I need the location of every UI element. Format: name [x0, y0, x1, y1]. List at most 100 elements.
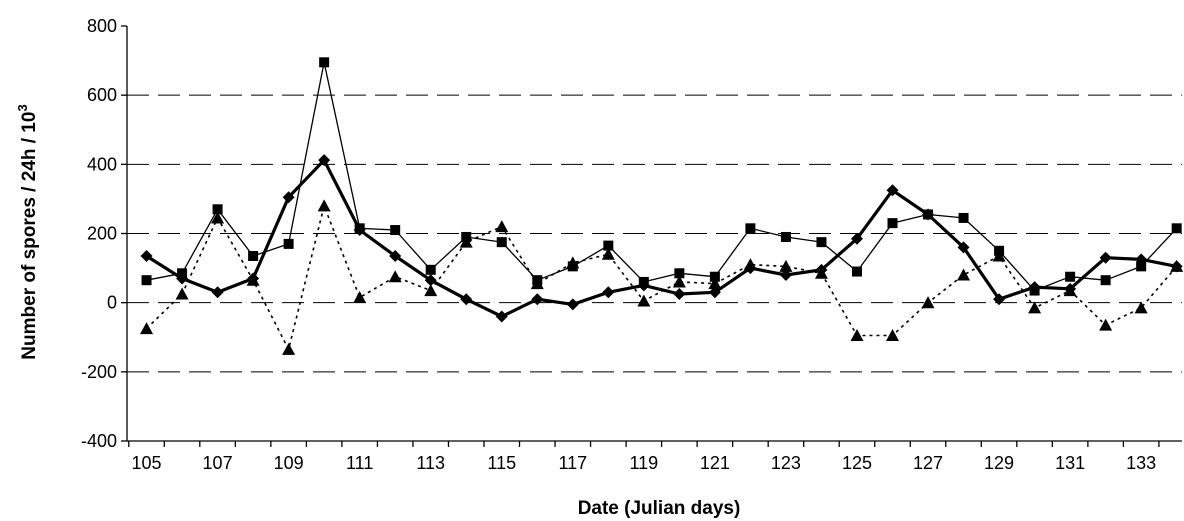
data-point-diamond: [993, 293, 1006, 306]
data-point-square: [1065, 271, 1076, 282]
y-axis-title-main: Number of spores / 24h / 10: [19, 112, 40, 360]
data-point-diamond: [673, 288, 686, 301]
data-point-diamond: [1064, 282, 1077, 295]
data-point-triangle: [282, 342, 296, 355]
data-point-square: [887, 218, 898, 229]
data-point-triangle: [424, 284, 438, 297]
data-point-triangle: [601, 247, 615, 260]
data-point-triangle: [1028, 301, 1042, 314]
data-point-diamond: [886, 184, 899, 197]
y-tick-label: 400: [87, 154, 117, 174]
x-tick-label: 121: [700, 453, 730, 473]
data-point-diamond: [353, 224, 366, 237]
data-point-diamond: [779, 269, 792, 281]
data-point-diamond: [1099, 251, 1112, 264]
axes: [121, 25, 1182, 447]
data-point-square: [283, 238, 294, 249]
data-point-square: [816, 237, 827, 248]
y-axis-title-superscript: 3: [15, 104, 30, 111]
data-point-diamond: [531, 293, 544, 306]
x-tick-label: 127: [913, 453, 943, 473]
x-tick-label: 131: [1055, 453, 1085, 473]
y-tick-label: 800: [87, 16, 117, 36]
data-point-diamond: [602, 286, 615, 299]
data-point-diamond: [708, 286, 721, 299]
data-point-square: [390, 225, 401, 236]
data-point-square: [994, 245, 1005, 256]
x-tick-label: 105: [132, 453, 162, 473]
data-point-diamond: [566, 298, 579, 311]
y-axis-title: Number of spores / 24h / 103: [15, 104, 40, 359]
data-point-diamond: [744, 262, 757, 275]
series-diamond: [140, 154, 1183, 323]
y-tick-label: -200: [81, 362, 117, 382]
data-point-diamond: [318, 154, 331, 167]
series-square: [141, 57, 1182, 296]
data-point-diamond: [815, 263, 828, 276]
series-line-diamond: [145, 158, 1178, 319]
data-point-diamond: [211, 286, 224, 299]
data-point-diamond: [1170, 260, 1183, 273]
data-point-square: [532, 275, 543, 286]
data-point-diamond: [1135, 253, 1148, 266]
data-point-triangle: [779, 259, 793, 272]
data-point-triangle: [175, 287, 189, 300]
x-tick-label: 125: [842, 453, 872, 473]
data-point-square: [461, 231, 472, 242]
data-point-diamond: [637, 279, 650, 292]
x-tick-label: 123: [771, 453, 801, 473]
gridlines: [127, 94, 1182, 373]
data-point-square: [674, 268, 685, 279]
y-tick-label: 0: [107, 293, 117, 313]
data-point-triangle: [672, 275, 686, 288]
data-point-square: [496, 237, 507, 248]
x-tick-label: 117: [558, 453, 587, 473]
data-point-diamond: [922, 208, 935, 221]
data-point-triangle: [637, 294, 651, 307]
data-point-diamond: [460, 293, 473, 306]
data-point-square: [780, 231, 791, 242]
data-point-triangle: [211, 211, 225, 224]
x-tick-label: 107: [203, 453, 233, 473]
series-group: [140, 57, 1184, 355]
data-point-triangle: [957, 268, 971, 281]
data-point-square: [248, 250, 259, 261]
data-point-triangle: [921, 296, 935, 309]
data-point-diamond: [850, 232, 863, 245]
data-point-square: [851, 266, 862, 277]
data-point-triangle: [885, 329, 899, 342]
data-point-square: [212, 204, 223, 215]
data-point-triangle: [495, 220, 509, 233]
data-point-square: [958, 212, 969, 223]
data-point-triangle: [1099, 318, 1113, 331]
data-point-square: [425, 264, 436, 275]
data-point-diamond: [495, 310, 508, 323]
x-tick-label: 119: [629, 453, 658, 473]
x-tick-label: 129: [984, 453, 1014, 473]
data-point-square: [1171, 223, 1182, 234]
data-point-square: [745, 223, 756, 234]
y-tick-label: 200: [87, 224, 117, 244]
data-point-diamond: [389, 249, 402, 262]
data-point-square: [709, 271, 720, 282]
data-point-square: [141, 275, 152, 286]
series-line-square: [146, 61, 1178, 292]
data-point-triangle: [353, 290, 367, 304]
x-tick-label: 133: [1126, 453, 1156, 473]
data-point-square: [319, 57, 330, 68]
data-point-diamond: [957, 241, 970, 254]
x-axis-title: Date (Julian days): [578, 498, 741, 519]
x-tick-label: 113: [416, 453, 445, 473]
data-point-triangle: [317, 199, 331, 212]
data-point-diamond: [282, 191, 295, 204]
x-tick-label: 111: [346, 453, 373, 473]
data-point-diamond: [140, 249, 153, 262]
data-point-square: [567, 261, 578, 272]
data-point-triangle: [1134, 301, 1148, 314]
data-point-triangle: [708, 277, 722, 290]
data-point-triangle: [850, 329, 864, 342]
data-point-square: [603, 240, 614, 251]
data-point-diamond: [176, 272, 189, 285]
data-point-triangle: [388, 270, 402, 283]
